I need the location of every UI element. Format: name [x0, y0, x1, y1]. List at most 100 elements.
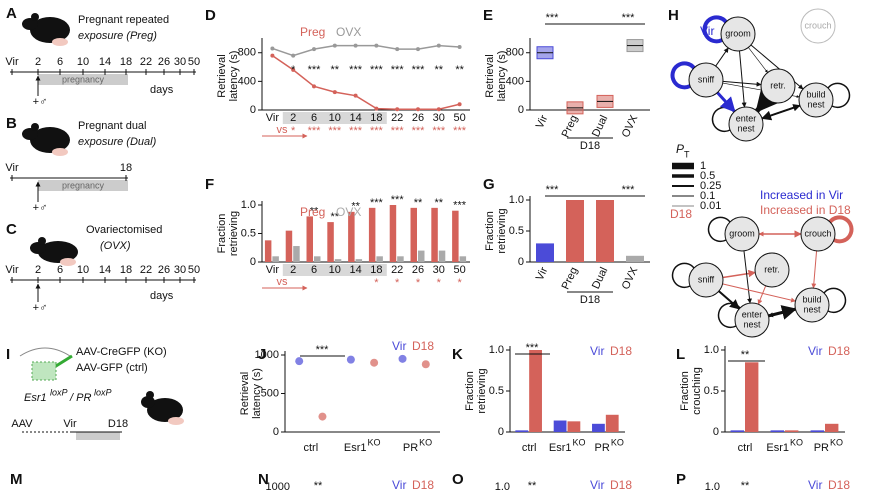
- panel-letter: D: [205, 7, 216, 24]
- timeline-label: 22: [140, 264, 152, 276]
- schematic-title: (OVX): [100, 240, 131, 252]
- x-tick-label: ctrl: [303, 442, 318, 454]
- data-point: [395, 47, 400, 52]
- x-tick-label: PR: [814, 442, 829, 454]
- legend-entry: D18: [828, 478, 850, 492]
- schematic-title: exposure (Dual): [78, 136, 157, 148]
- data-point: [312, 47, 316, 52]
- bar: [536, 243, 554, 262]
- bar: [515, 430, 529, 432]
- significance: **: [314, 480, 323, 492]
- node-label: nest: [737, 123, 755, 133]
- timeline-label: 2: [35, 56, 41, 68]
- timeline-label: Vir: [5, 264, 19, 276]
- x-tick-label: Esr1: [766, 442, 789, 454]
- x-axis-label: vs: [277, 124, 289, 136]
- legend-value: 0.5: [700, 170, 715, 182]
- significance: **: [455, 64, 464, 76]
- bar: [376, 256, 383, 262]
- data-point: [312, 84, 316, 89]
- transition: [715, 47, 729, 67]
- x-tick-label: 22: [391, 264, 403, 276]
- y-axis-label: Fraction: [679, 371, 691, 411]
- data-point: [291, 67, 296, 72]
- x-tick-label: Vir: [266, 112, 280, 124]
- timeline-label: 26: [158, 264, 170, 276]
- significance: **: [741, 480, 750, 492]
- panel-letter: E: [483, 7, 493, 24]
- legend-value: 0.25: [700, 180, 721, 192]
- timeline-label: 10: [77, 56, 89, 68]
- significance: ***: [391, 125, 405, 137]
- significance: *: [291, 64, 296, 76]
- bar: [529, 350, 542, 432]
- timeline-label: 18: [120, 162, 132, 174]
- x-tick-label: Vir: [534, 265, 551, 282]
- y-tick-label: 500: [261, 387, 279, 399]
- state-node: [688, 62, 724, 98]
- series-line: [272, 44, 460, 57]
- bar: [293, 246, 300, 262]
- x-tick-label: OVX: [620, 113, 641, 140]
- node-label: crouch: [804, 228, 831, 238]
- panel-letter: P: [676, 471, 686, 488]
- bar: [410, 207, 417, 262]
- legend-entry: OVX: [336, 205, 361, 219]
- y-tick-label: 1.0: [509, 194, 524, 206]
- x-tick-sup: KO: [611, 437, 624, 447]
- y-tick-label: 0: [273, 426, 279, 438]
- significance: **: [310, 205, 319, 217]
- bar: [285, 230, 293, 262]
- node-label: nest: [807, 99, 825, 109]
- timeline-label: 18: [120, 56, 132, 68]
- legend-entry: D18: [412, 339, 434, 353]
- data-point: [436, 43, 441, 48]
- x-tick-label: 30: [433, 264, 445, 276]
- unit-label: days: [150, 84, 174, 96]
- significance: *: [457, 277, 462, 289]
- bar: [745, 362, 759, 432]
- node-label: enter: [742, 309, 763, 319]
- transition: [761, 104, 801, 121]
- legend-value: 0.1: [700, 190, 715, 202]
- panel-letter: H: [668, 7, 679, 24]
- x-tick-sup: KO: [790, 437, 803, 447]
- node-label: enter: [736, 113, 757, 123]
- timeline-label: Vir: [5, 162, 19, 174]
- panel-letter: I: [6, 346, 10, 363]
- significance: ***: [370, 197, 384, 209]
- mouse: [22, 123, 70, 156]
- panel-letter: B: [6, 115, 17, 132]
- male-label: +♂: [33, 96, 48, 108]
- data-point: [416, 107, 420, 112]
- x-tick-label: Dual: [590, 265, 610, 291]
- y-tick-label: 400: [506, 75, 524, 87]
- transition: [739, 50, 747, 108]
- bar: [306, 216, 313, 262]
- timeline-label: Vir: [5, 56, 19, 68]
- legend-entry: Vir: [392, 478, 406, 492]
- state-node: [728, 106, 764, 142]
- significance: **: [351, 201, 360, 213]
- data-point: [398, 354, 407, 363]
- bar: [770, 430, 784, 432]
- state-node: [794, 287, 830, 323]
- data-point: [318, 412, 327, 421]
- x-tick-label: 50: [453, 112, 465, 124]
- y-tick-label: 1.0: [705, 481, 720, 492]
- bar: [553, 420, 567, 432]
- bar: [355, 259, 363, 262]
- timeline-label: 30: [174, 264, 186, 276]
- y-tick-label: 800: [506, 47, 524, 59]
- significance: *: [291, 125, 296, 137]
- state-node: [720, 16, 756, 52]
- timeline-label: AAV: [11, 418, 33, 430]
- significance: **: [528, 480, 537, 492]
- y-tick-label: 0.5: [704, 385, 719, 397]
- y-tick-label: 0: [250, 104, 256, 116]
- node-label: crouch: [804, 20, 831, 30]
- state-node: [688, 262, 724, 298]
- x-tick-label: 14: [349, 264, 361, 276]
- legend-entry: Preg: [300, 25, 325, 39]
- bar: [825, 423, 839, 432]
